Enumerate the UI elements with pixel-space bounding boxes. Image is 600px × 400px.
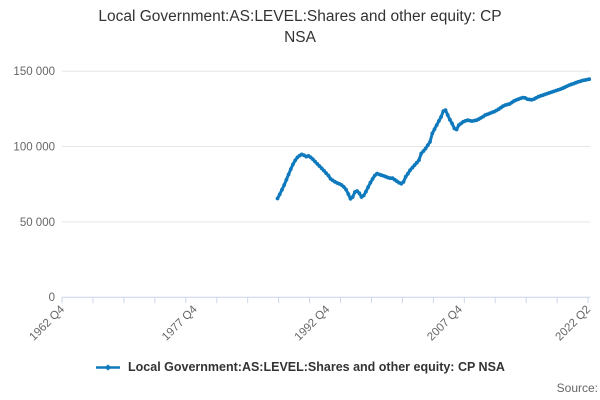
data-series-line [276, 77, 591, 201]
data-point [434, 123, 439, 127]
data-point [350, 195, 355, 199]
y-tick-label: 150 000 [13, 66, 55, 78]
y-tick-label: 0 [49, 292, 55, 304]
data-point [454, 127, 459, 132]
data-point [403, 174, 408, 179]
data-point [401, 180, 406, 184]
data-point [346, 192, 351, 196]
data-point [322, 168, 326, 173]
data-point [293, 158, 298, 163]
data-point [291, 162, 295, 167]
data-point [286, 172, 291, 177]
data-point [445, 113, 450, 117]
data-point-markers [275, 77, 592, 201]
x-axis-labels: 1962 Q4 1977 Q4 1992 Q4 2007 Q4 2022 Q2 [27, 303, 593, 343]
data-point [282, 183, 287, 187]
x-tick-label: 1962 Q4 [27, 303, 67, 343]
data-point [443, 108, 448, 112]
data-point [425, 143, 430, 148]
data-point [280, 188, 284, 192]
data-point [437, 119, 441, 123]
legend-line-marker-icon [96, 363, 121, 371]
data-point [587, 77, 592, 82]
data-point [344, 187, 348, 192]
data-point [448, 117, 452, 122]
line-chart-plot: 0 50 000 100 000 150 000 1962 Q4 1977 Q4 1992… [13, 66, 593, 343]
data-point [412, 163, 417, 168]
data-point [423, 146, 428, 151]
chart-title: Local Government:AS:LEVEL:Shares and oth… [0, 6, 600, 48]
data-point [277, 192, 282, 197]
data-point [326, 173, 331, 178]
chart-title-line1: Local Government:AS:LEVEL:Shares and oth… [98, 8, 502, 25]
data-point [432, 127, 437, 132]
legend: Local Government:AS:LEVEL:Shares and oth… [0, 360, 600, 374]
data-point [421, 149, 426, 154]
y-tick-label: 100 000 [13, 142, 55, 154]
y-tick-label: 50 000 [20, 217, 55, 229]
x-tick-label: 2022 Q2 [554, 304, 594, 344]
data-point [430, 131, 435, 136]
data-point [417, 158, 421, 163]
data-point [364, 189, 368, 194]
y-axis-labels: 0 50 000 100 000 150 000 [13, 66, 55, 304]
data-point [414, 160, 419, 165]
data-point [288, 167, 293, 172]
data-point [439, 115, 443, 119]
data-point [406, 171, 410, 176]
data-point [284, 177, 289, 182]
data-point [275, 196, 280, 201]
x-tick-label: 1977 Q4 [160, 303, 200, 343]
y-gridlines [62, 70, 591, 223]
chart-title-line2: NSA [284, 29, 316, 46]
x-tick-label: 2007 Q4 [425, 303, 465, 343]
legend-series-label: Local Government:AS:LEVEL:Shares and oth… [128, 360, 505, 374]
x-tick-label: 1992 Q4 [293, 303, 333, 343]
legend-item[interactable]: Local Government:AS:LEVEL:Shares and oth… [95, 360, 505, 374]
data-point [324, 171, 328, 176]
data-point [428, 140, 432, 144]
data-point [408, 168, 412, 173]
data-point [341, 185, 346, 189]
data-point [450, 121, 454, 126]
data-point [366, 185, 370, 190]
data-point [419, 151, 424, 156]
data-point [361, 193, 366, 198]
x-axis [61, 296, 591, 304]
data-point [410, 165, 415, 170]
source-label: Source: [556, 381, 598, 395]
data-point [370, 177, 375, 181]
data-point [368, 180, 373, 185]
data-point [357, 191, 362, 196]
